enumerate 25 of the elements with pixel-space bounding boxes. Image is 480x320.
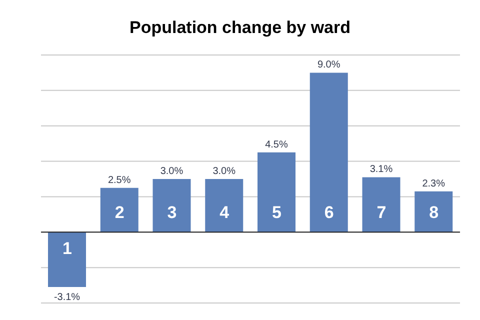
data-label: 9.0% bbox=[317, 60, 340, 71]
x-tick-label: 3 bbox=[167, 203, 177, 222]
x-tick-label: 5 bbox=[272, 203, 282, 222]
bar bbox=[414, 191, 453, 232]
bar bbox=[205, 179, 244, 232]
x-tick-label: 7 bbox=[376, 203, 386, 222]
x-tick-label: 8 bbox=[429, 203, 439, 222]
x-tick-label: 2 bbox=[114, 203, 124, 222]
bar bbox=[48, 232, 86, 288]
bar bbox=[310, 72, 348, 232]
bar bbox=[152, 179, 191, 232]
data-label: -3.1% bbox=[54, 292, 80, 304]
data-label: 3.0% bbox=[212, 166, 236, 177]
chart-title: Population change by ward bbox=[128, 18, 352, 38]
data-label: 4.5% bbox=[265, 139, 288, 150]
x-tick-label: 1 bbox=[62, 239, 72, 258]
bar bbox=[100, 188, 138, 232]
x-tick-label: 4 bbox=[220, 203, 230, 222]
bar bbox=[362, 177, 400, 232]
bar bbox=[258, 152, 296, 232]
x-tick-label: 6 bbox=[324, 203, 334, 222]
data-label: 3.1% bbox=[370, 164, 393, 176]
data-label: 2.5% bbox=[108, 174, 131, 186]
data-label: 2.3% bbox=[422, 178, 446, 190]
data-label: 3.0% bbox=[160, 166, 184, 177]
